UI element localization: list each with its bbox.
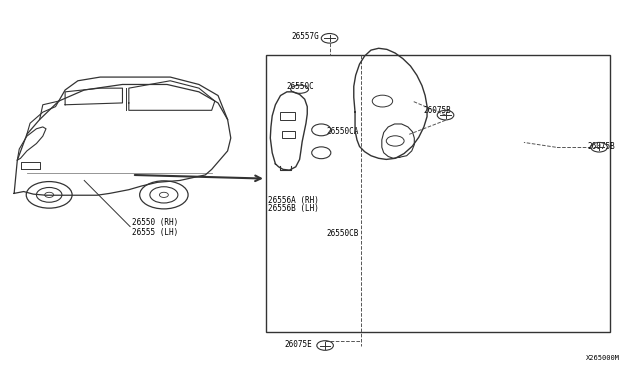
Text: 26550CA: 26550CA: [326, 127, 359, 136]
Text: 26550 (RH): 26550 (RH): [132, 218, 179, 227]
Text: X265000M: X265000M: [586, 355, 620, 361]
Text: 26075B: 26075B: [423, 106, 451, 115]
Text: 26550CB: 26550CB: [326, 230, 359, 238]
Text: 26550C: 26550C: [286, 82, 314, 91]
Text: 26075E: 26075E: [285, 340, 312, 349]
Text: 26556B (LH): 26556B (LH): [268, 203, 319, 213]
Text: 26556A (RH): 26556A (RH): [268, 196, 319, 205]
Text: 26555 (LH): 26555 (LH): [132, 228, 179, 237]
Text: 26557G: 26557G: [291, 32, 319, 41]
Text: 26075B: 26075B: [588, 142, 616, 151]
